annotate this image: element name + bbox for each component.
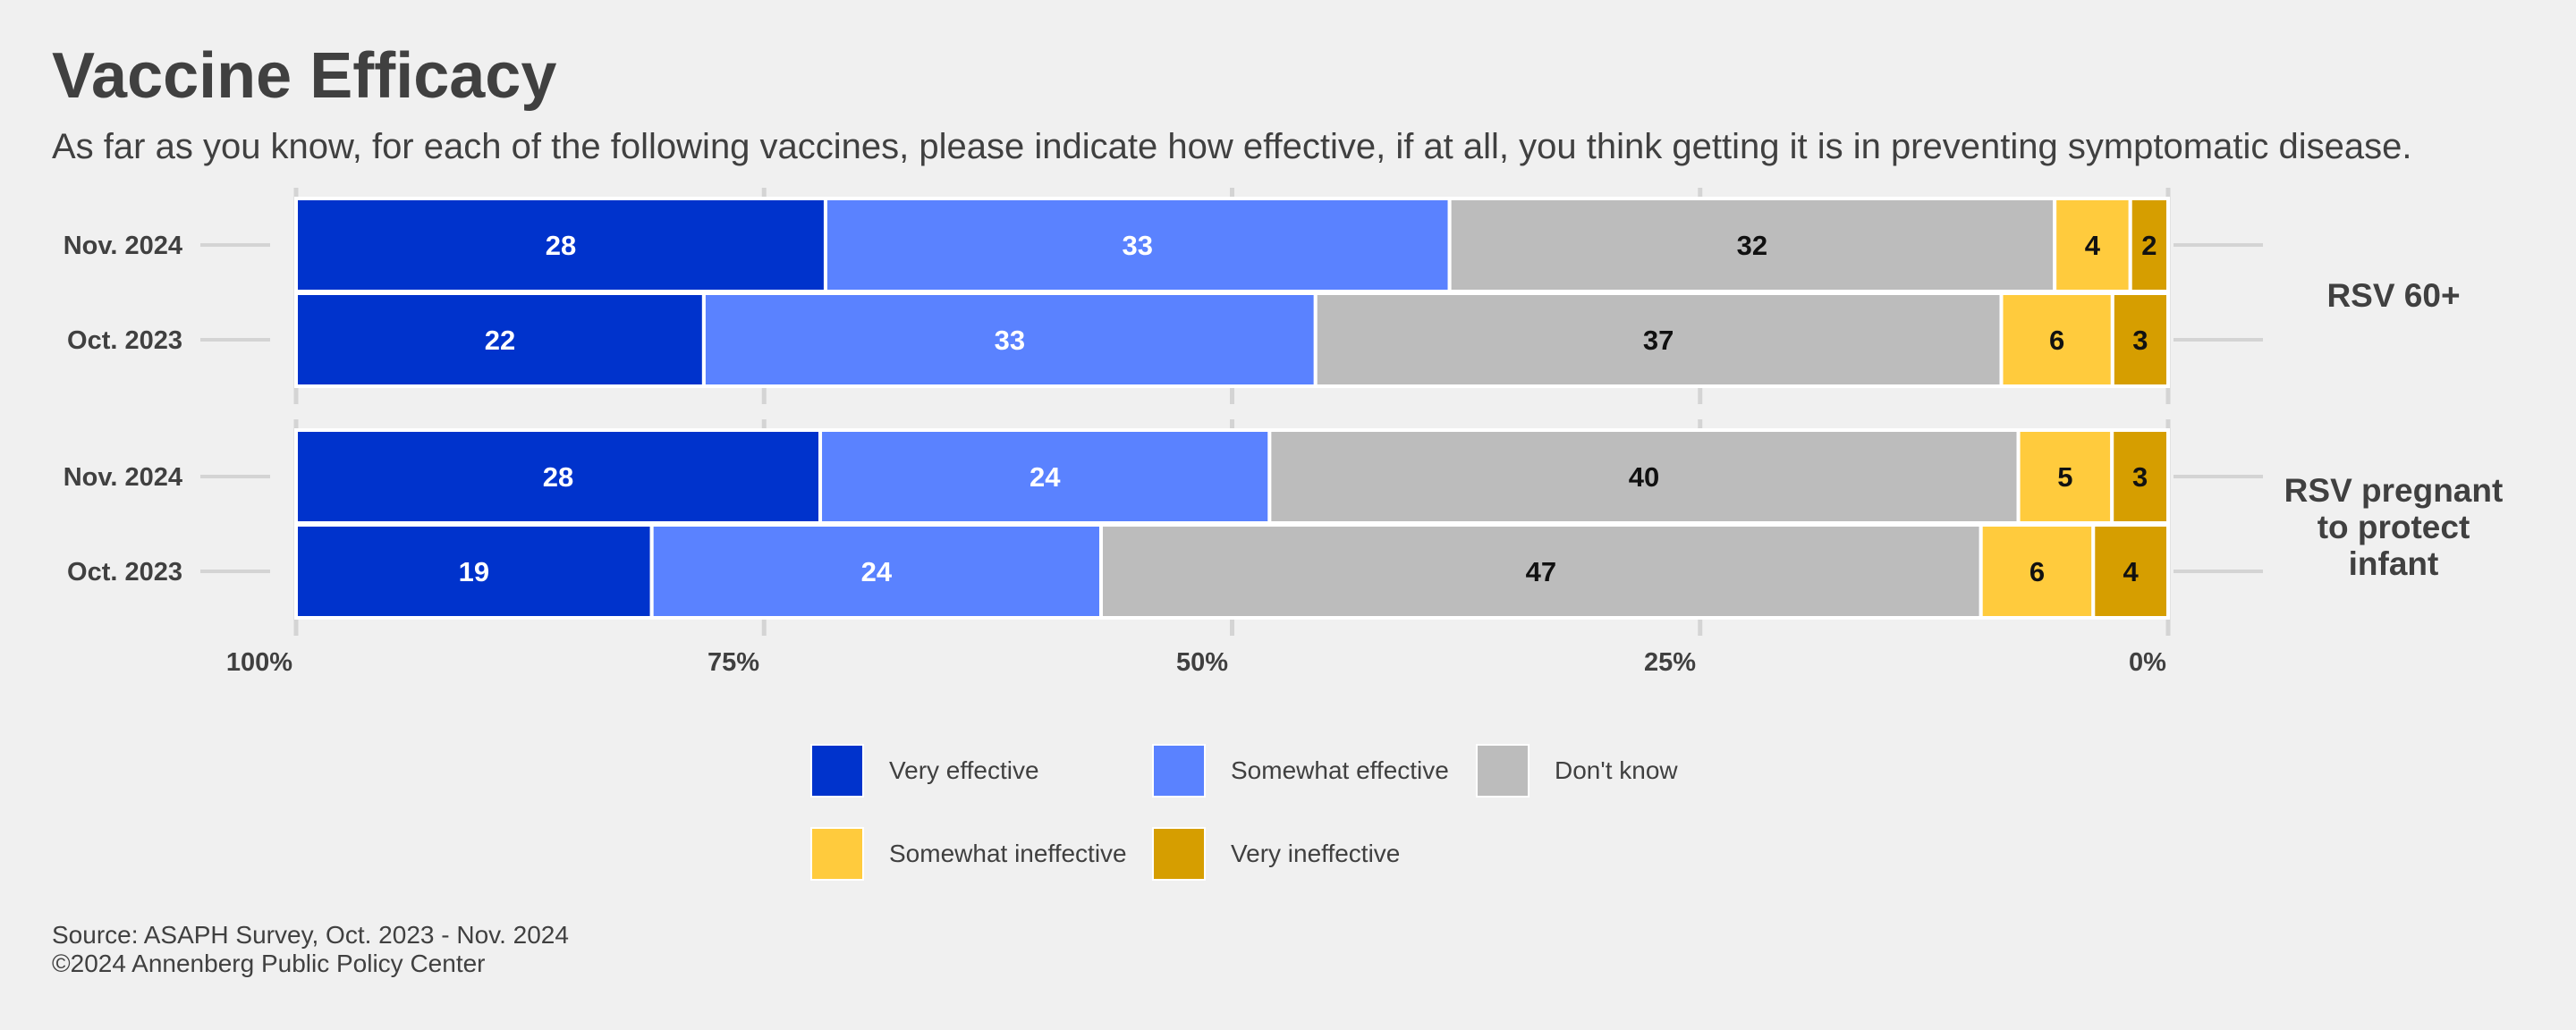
x-tick-label: 25% [1644, 648, 1696, 677]
bar-segment [294, 523, 654, 620]
legend-label: Somewhat ineffective [889, 840, 1127, 867]
bar-segment [649, 523, 1103, 620]
bar-segment [2110, 291, 2171, 388]
bar-segment [2016, 428, 2114, 525]
data-label: 22 [485, 325, 515, 356]
data-label: 32 [1737, 230, 1767, 261]
chart-subtitle: As far as you know, for each of the foll… [52, 127, 2412, 166]
x-tick-label: 50% [1176, 648, 1228, 677]
data-label: 3 [2132, 325, 2148, 356]
legend-label: Somewhat effective [1231, 756, 1449, 784]
x-tick-label: 75% [708, 648, 759, 677]
data-label: 3 [2132, 461, 2148, 493]
bar-segment [2091, 523, 2171, 620]
data-label: 19 [459, 556, 489, 587]
row-label: Oct. 2023 [67, 326, 182, 355]
legend-item: Very effective [810, 742, 1039, 799]
x-tick-label: 100% [226, 648, 292, 677]
data-label: 37 [1643, 325, 1674, 356]
legend-swatch [810, 827, 864, 881]
bar-segment [2110, 428, 2170, 525]
legend-label: Very ineffective [1231, 840, 1401, 867]
legend-item: Somewhat ineffective [810, 825, 1127, 882]
legend-swatch [1152, 827, 1206, 881]
data-label: 28 [543, 461, 573, 493]
panel-label-line: RSV 60+ [2326, 277, 2460, 314]
data-label: 6 [2029, 556, 2045, 587]
legend-swatch [810, 744, 864, 798]
bar-segment [818, 428, 1272, 525]
legend-label: Don't know [1555, 756, 1678, 784]
data-label: 4 [2123, 556, 2140, 587]
copyright-line: ©2024 Annenberg Public Policy Center [52, 950, 486, 977]
row-label: Oct. 2023 [67, 558, 182, 587]
legend-item: Very ineffective [1152, 825, 1400, 882]
data-label: 2 [2141, 230, 2157, 261]
data-label: 28 [546, 230, 576, 261]
data-label: 24 [1030, 461, 1061, 493]
row-label: Nov. 2024 [64, 232, 182, 260]
bar-segment [294, 291, 706, 388]
bar-segment [1098, 523, 1983, 620]
legend-label: Very effective [889, 756, 1039, 784]
data-label: 33 [1123, 230, 1153, 261]
x-tick-label: 0% [2129, 648, 2166, 677]
bar-segment [1313, 291, 2004, 388]
panel-label: RSV pregnant to protect infant [2284, 472, 2504, 582]
bar-segment [1979, 523, 2096, 620]
legend-item: Somewhat effective [1152, 742, 1449, 799]
data-label: 5 [2057, 461, 2072, 493]
data-label: 40 [1629, 461, 1659, 493]
bar-segment [823, 197, 1452, 293]
legend-swatch [1152, 744, 1206, 798]
row-label: Nov. 2024 [64, 463, 182, 492]
panel-label-line: to protect [2318, 509, 2470, 545]
data-label: 6 [2049, 325, 2064, 356]
panel-label-line: RSV pregnant [2284, 472, 2504, 509]
legend-item: Don't know [1476, 742, 1678, 799]
bar-segment [2128, 197, 2171, 293]
panel-label-line: infant [2349, 545, 2439, 582]
data-label: 4 [2085, 230, 2101, 261]
source-note: Source: ASAPH Survey, Oct. 2023 - Nov. 2… [52, 921, 569, 978]
panel-label: RSV 60+ [2326, 277, 2460, 314]
bar-segment [1267, 428, 2021, 525]
data-label: 24 [861, 556, 893, 587]
chart-title: Vaccine Efficacy [52, 40, 557, 112]
bar-segment [2053, 197, 2132, 293]
data-label: 33 [995, 325, 1025, 356]
source-line: Source: ASAPH Survey, Oct. 2023 - Nov. 2… [52, 921, 569, 949]
legend-swatch [1476, 744, 1530, 798]
data-label: 47 [1526, 556, 1556, 587]
